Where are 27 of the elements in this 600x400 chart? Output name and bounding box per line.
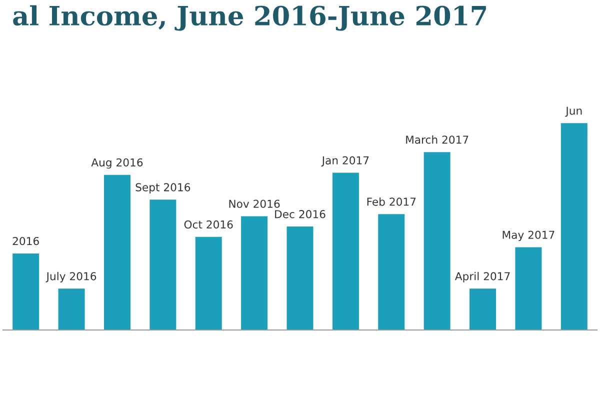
x-tick-label: May 2017 xyxy=(502,230,554,242)
x-tick-label: Aug 2016 xyxy=(91,158,143,169)
bar xyxy=(12,253,40,330)
x-tick-label: Sept 2016 xyxy=(136,183,190,194)
x-tick-label: Oct 2016 xyxy=(184,220,233,229)
bar xyxy=(195,236,222,330)
x-tick-label: Feb 2017 xyxy=(367,197,416,206)
x-tick-label: Jan 2017 xyxy=(321,156,369,166)
chart-title: al Income, June 2016-June 2017 xyxy=(13,5,486,31)
x-tick-label: March 2017 xyxy=(406,135,468,144)
x-tick-label: April 2017 xyxy=(454,272,510,282)
bar xyxy=(332,172,359,330)
x-tick-label: Dec 2016 xyxy=(275,210,326,218)
bar xyxy=(104,174,130,330)
x-tick-label: July 2016 xyxy=(46,272,96,282)
bar xyxy=(515,247,542,330)
bar xyxy=(241,216,268,330)
bar xyxy=(58,288,85,330)
bar xyxy=(378,214,405,330)
bar xyxy=(424,152,450,330)
x-tick-label: Nov 2016 xyxy=(229,200,280,208)
bar xyxy=(286,226,314,330)
bar xyxy=(150,200,176,330)
bar xyxy=(560,123,588,330)
x-tick-label: Jun xyxy=(565,106,582,117)
bar xyxy=(470,288,496,330)
x-tick-label: 2016 xyxy=(12,236,39,246)
